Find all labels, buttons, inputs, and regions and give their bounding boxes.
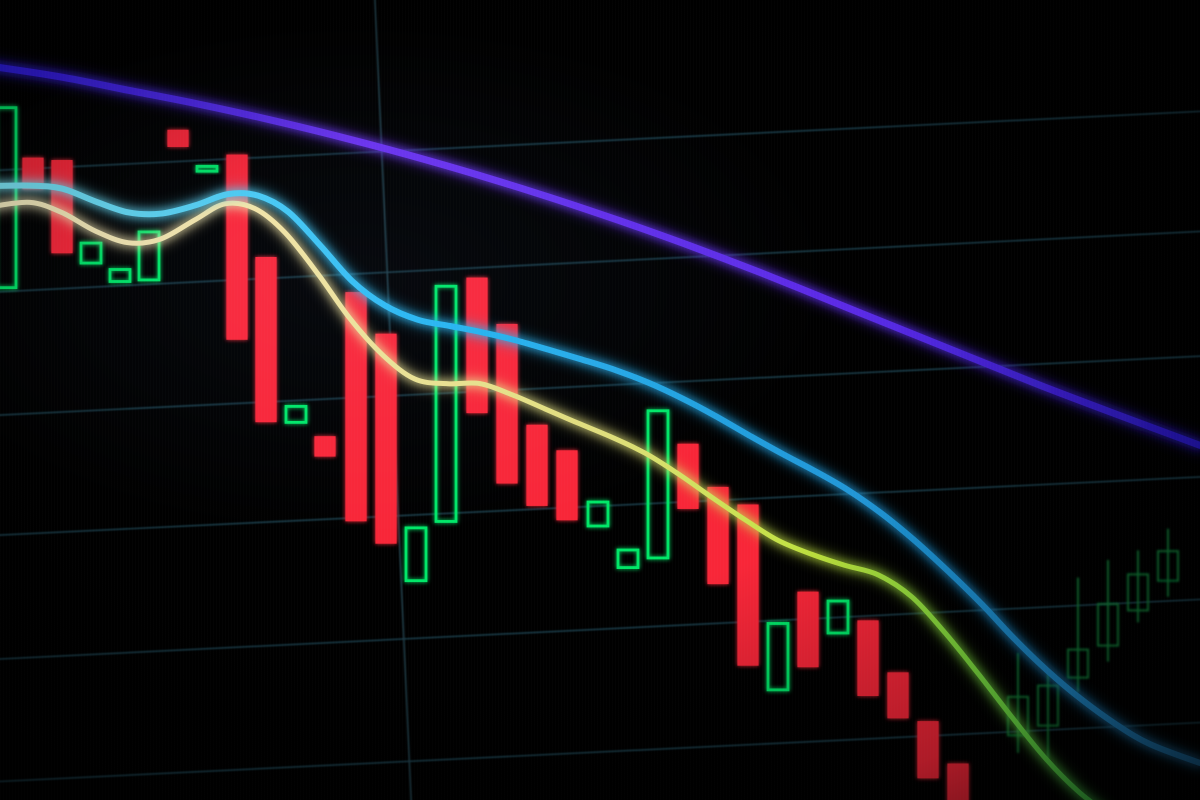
candle-body: [917, 721, 939, 779]
candle-body: [314, 436, 336, 457]
candle-body: [797, 591, 819, 668]
candle-body: [496, 323, 518, 484]
candle-body: [887, 672, 909, 719]
candle-body: [466, 277, 488, 414]
candle-body: [556, 450, 578, 521]
candle-body: [226, 154, 248, 340]
candle-body: [255, 256, 277, 423]
candle-body: [857, 620, 879, 696]
candle-body: [947, 763, 969, 800]
candle-body: [526, 424, 548, 506]
candle-body: [167, 129, 189, 147]
